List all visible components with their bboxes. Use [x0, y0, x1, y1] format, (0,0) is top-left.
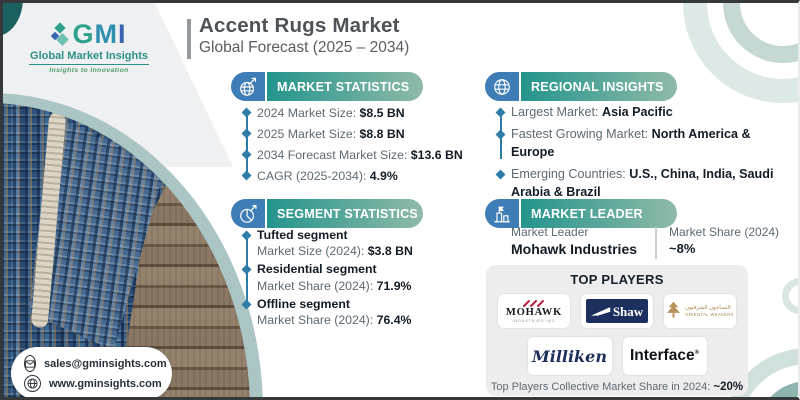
diamond-bullet-icon: [495, 166, 511, 201]
logo-card-mohawk: MOHAWK INDUSTRIES INC: [497, 293, 571, 329]
gmi-tagline: Insights to Innovation: [29, 64, 149, 74]
page-title: Accent Rugs Market: [199, 14, 400, 37]
list-item: Largest Market: Asia Pacific: [495, 104, 793, 121]
regional-insights-list: Largest Market: Asia Pacific Fastest Gro…: [495, 104, 793, 206]
right-edge-arc-decoration: [782, 278, 798, 314]
contact-email-text: sales@gminsights.com: [44, 357, 167, 370]
diamond-bullet-icon: [241, 170, 257, 181]
market-leader-icon: [485, 199, 521, 228]
section-title: REGIONAL INSIGHTS: [521, 72, 677, 101]
title-accent-bar: [187, 19, 191, 59]
diamond-bullet-icon: [495, 126, 511, 161]
top-players-title: TOP PLAYERS: [570, 272, 664, 287]
mohawk-logo-text: MOHAWK: [505, 306, 563, 318]
list-item: Fastest Growing Market: North America & …: [495, 126, 793, 161]
list-item: 2034 Forecast Market Size: $13.6 BN: [241, 144, 471, 165]
oriental-weavers-logo-text: ORIENTAL WEAVERS: [685, 311, 734, 317]
mohawk-chevrons-icon: [522, 299, 544, 307]
page-subtitle: Global Forecast (2025 – 2034): [199, 39, 410, 56]
list-item: Emerging Countries: U.S., China, India, …: [495, 166, 793, 201]
milliken-logo-text: Milliken: [532, 346, 607, 366]
segment-statistics-list: Tufted segment Market Size (2024): $3.8 B…: [241, 227, 473, 330]
market-statistics-list: 2024 Market Size: $8.5 BN 2025 Market Si…: [241, 102, 471, 186]
shaw-swoosh-icon: [590, 307, 611, 316]
diamond-bullet-icon: [241, 261, 257, 293]
logo-card-shaw: Shaw: [580, 293, 654, 329]
oriental-weavers-arabic-text: النساجون الشرقيون: [685, 305, 731, 312]
section-header-regional-insights: REGIONAL INSIGHTS: [485, 72, 677, 101]
section-header-market-leader: MARKET LEADER: [485, 199, 677, 228]
section-title: SEGMENT STATISTICS: [267, 199, 423, 228]
gmi-company-name: Global Market Insights: [30, 50, 148, 62]
shaw-logo-text: Shaw: [612, 303, 644, 319]
regional-insights-icon: [485, 72, 521, 101]
contact-pill: sales@gminsights.com www.gminsights.com: [11, 347, 172, 397]
diamond-bullet-icon: [241, 107, 257, 118]
gmi-logo: GMI Global Market Insights Insights to I…: [13, 21, 165, 74]
diamond-bullet-icon: [241, 149, 257, 160]
market-leader-name: Mohawk Industries: [511, 241, 638, 257]
list-item: Offline segment Market Share (2024): 76.4…: [241, 296, 473, 328]
gmi-diamonds-icon: [51, 21, 70, 48]
section-title: MARKET LEADER: [521, 199, 677, 228]
globe-icon: [24, 375, 41, 392]
logo-card-milliken: Milliken: [526, 336, 613, 376]
vertical-divider: [655, 227, 657, 259]
contact-website-text: www.gminsights.com: [49, 377, 162, 390]
section-header-segment-statistics: SEGMENT STATISTICS: [231, 199, 423, 228]
list-item: Tufted segment Market Size (2024): $3.8 B…: [241, 227, 473, 259]
market-statistics-icon: [231, 72, 267, 101]
diamond-bullet-icon: [495, 104, 511, 121]
list-item: CAGR (2025-2034): 4.9%: [241, 165, 471, 186]
market-leader-label: Market Leader: [511, 225, 589, 239]
market-share-label: Market Share (2024): [669, 225, 780, 239]
section-header-market-statistics: MARKET STATISTICS: [231, 72, 423, 101]
contact-website-link[interactable]: www.gminsights.com: [24, 375, 162, 392]
oriental-weavers-tree-icon: [667, 301, 681, 318]
segment-statistics-icon: [231, 199, 267, 228]
market-leader-detail: Market Leader Mohawk Industries Market S…: [511, 225, 779, 259]
list-item: 2024 Market Size: $8.5 BN: [241, 102, 471, 123]
list-item: Residential segment Market Share (2024): …: [241, 261, 473, 293]
list-item: 2025 Market Size: $8.8 BN: [241, 123, 471, 144]
market-share-value: ~8%: [669, 241, 696, 256]
diamond-bullet-icon: [241, 296, 257, 328]
top-players-footer: Top Players Collective Market Share in 2…: [490, 381, 744, 393]
list-connector-line: [246, 112, 248, 176]
logo-card-interface: Interface®: [621, 336, 708, 376]
contact-email-link[interactable]: sales@gminsights.com: [24, 355, 167, 372]
diamond-bullet-icon: [241, 227, 257, 259]
interface-logo-text: Interface®: [629, 347, 700, 364]
gmi-wordmark: GMI: [72, 19, 127, 49]
logo-card-oriental-weavers: النساجون الشرقيون ORIENTAL WEAVERS: [663, 293, 737, 329]
section-title: MARKET STATISTICS: [267, 72, 423, 101]
top-players-panel: TOP PLAYERS MOHAWK INDUSTRIES INC Shaw: [486, 265, 748, 396]
diamond-bullet-icon: [241, 128, 257, 139]
email-icon: [24, 355, 36, 372]
mohawk-logo-subtext: INDUSTRIES INC: [512, 318, 556, 323]
